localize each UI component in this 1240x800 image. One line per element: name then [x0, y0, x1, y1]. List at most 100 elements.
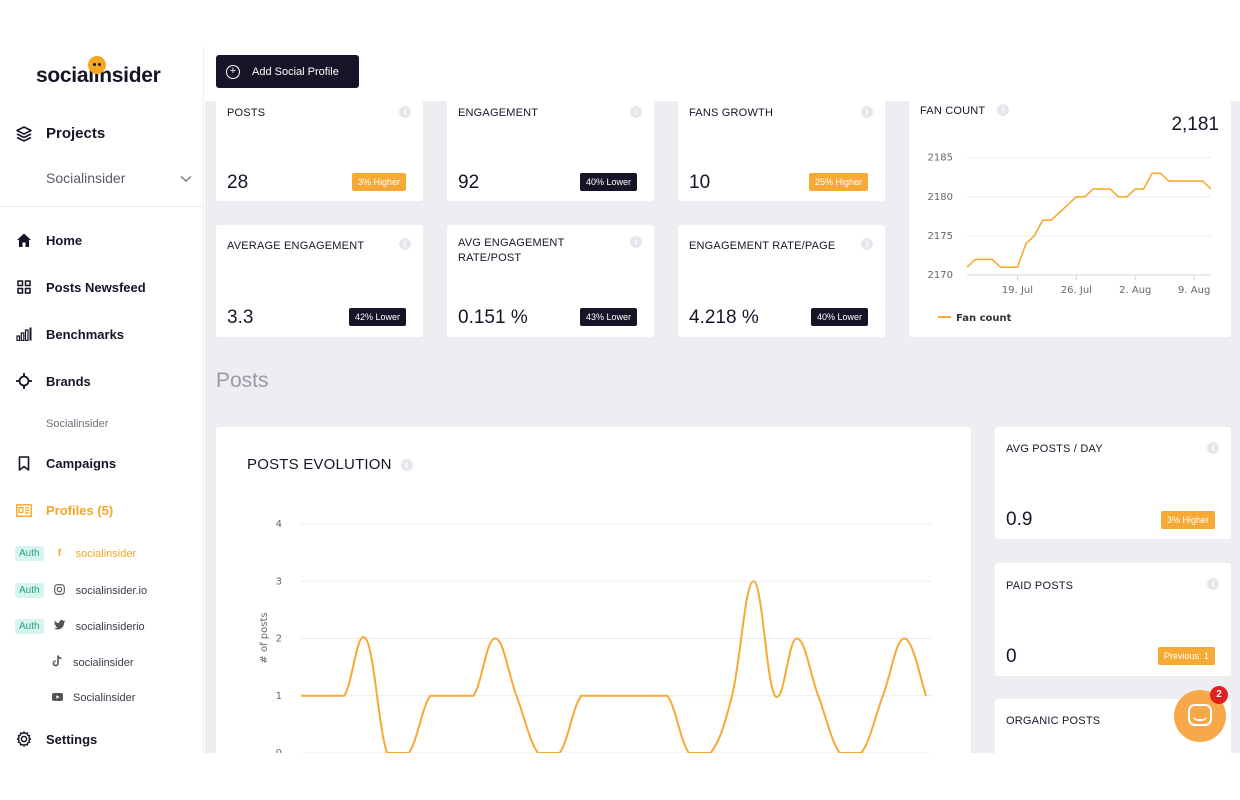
kpi-badge: 3% Higher — [1161, 511, 1216, 529]
sidebar-item-label: Brands — [46, 373, 91, 389]
info-icon[interactable]: i — [997, 104, 1009, 116]
posts-evolution-ylabel: # of posts — [259, 612, 270, 663]
profile-item-tiktok[interactable]: socialinsider — [51, 655, 134, 670]
x-tick-label: 2. Aug — [1119, 285, 1151, 296]
kpi-title: PAID POSTS — [1006, 580, 1074, 592]
instagram-icon — [54, 583, 66, 598]
sidebar-item-home[interactable]: Home — [16, 232, 82, 248]
info-icon[interactable]: i — [399, 238, 411, 250]
kpi-card-paid-posts: PAID POSTS i 0 Previous: 1 — [995, 563, 1231, 676]
y-tick-label: 2 — [276, 634, 282, 645]
info-icon[interactable]: i — [630, 106, 642, 118]
tiktok-icon — [51, 655, 63, 670]
sidebar-item-settings[interactable]: Settings — [16, 731, 97, 747]
posts-evolution-line — [301, 580, 927, 753]
kpi-card-posts: POSTS i 28 3% Higher — [216, 89, 423, 201]
kpi-badge: 40% Lower — [811, 308, 869, 326]
fan-count-title: FAN COUNT — [920, 105, 986, 117]
legend-fan-count[interactable]: Fan count — [956, 313, 1012, 324]
crosshair-icon — [16, 373, 32, 389]
info-icon[interactable]: i — [861, 106, 873, 118]
kpi-title: ENGAGEMENT RATE/PAGE — [689, 240, 836, 252]
plus-circle-icon: + — [226, 64, 240, 79]
sidebar-item-label: Home — [46, 232, 83, 248]
kpi-value: 0.151 % — [458, 307, 528, 328]
chevron-down-icon — [180, 170, 192, 186]
auth-badge: Auth — [15, 583, 44, 598]
sidebar-item-profiles[interactable]: Profiles (5) — [16, 502, 113, 518]
kpi-title: ORGANIC POSTS — [1006, 715, 1101, 727]
kpi-title: ENGAGEMENT — [458, 107, 539, 119]
info-icon[interactable]: i — [1207, 578, 1219, 590]
y-tick-label: 3 — [276, 576, 282, 587]
sidebar-item-posts-newsfeed[interactable]: Posts Newsfeed — [16, 279, 146, 295]
auth-badge: Auth — [15, 619, 44, 634]
profile-item-facebook[interactable]: Auth f socialinsider — [15, 546, 136, 561]
y-tick-label: 1 — [276, 691, 282, 702]
kpi-card-avg-engagement-rate-post: AVG ENGAGEMENT RATE/POST i 0.151 % 43% L… — [447, 225, 654, 337]
profile-item-instagram[interactable]: Auth socialinsider.io — [15, 583, 147, 598]
sidebar-brand-socialinsider[interactable]: Socialinsider — [46, 418, 109, 430]
bar-chart-icon — [16, 326, 32, 342]
info-icon[interactable]: i — [1207, 442, 1219, 454]
kpi-card-engagement: ENGAGEMENT i 92 40% Lower — [447, 89, 654, 201]
profile-name: socialinsider.io — [75, 584, 148, 597]
posts-evolution-title-row: POSTS EVOLUTION i — [247, 456, 413, 473]
kpi-badge: 25% Higher — [809, 173, 869, 191]
brand-name: socialinsider — [36, 64, 161, 87]
kpi-card-average-engagement: AVERAGE ENGAGEMENT i 3.3 42% Lower — [216, 225, 423, 337]
projects-link[interactable]: Projects — [16, 125, 105, 142]
profile-name: Socialinsider — [73, 692, 136, 704]
sidebar-item-label: Campaigns — [46, 455, 117, 471]
sidebar-divider — [0, 206, 204, 207]
kpi-card-fans-growth: FANS GROWTH i 10 25% Higher — [678, 89, 885, 201]
chat-launcher-button[interactable]: 2 — [1174, 686, 1228, 742]
sidebar-item-label: Profiles (5) — [46, 502, 114, 518]
x-tick-label: 9. Aug — [1178, 285, 1210, 296]
sidebar-item-label: Settings — [46, 731, 98, 747]
kpi-title: POSTS — [227, 107, 266, 119]
y-tick-label: 2185 — [928, 153, 953, 164]
profile-card-icon — [16, 502, 32, 518]
add-social-profile-label: Add Social Profile — [252, 65, 339, 78]
facebook-icon: f — [57, 548, 62, 559]
profile-item-twitter[interactable]: Auth socialinsiderio — [15, 619, 145, 634]
project-select-value: Socialinsider — [46, 170, 126, 186]
project-select[interactable]: Socialinsider — [46, 170, 192, 186]
kpi-badge: 40% Lower — [580, 173, 638, 191]
auth-badge: Auth — [15, 546, 44, 561]
sidebar-item-campaigns[interactable]: Campaigns — [16, 455, 116, 471]
logo-smile-icon — [88, 56, 106, 74]
posts-evolution-chart: 4 3 2 1 0 # of posts — [259, 519, 932, 753]
info-icon[interactable]: i — [630, 236, 642, 248]
kpi-value: 92 — [458, 172, 480, 193]
y-tick-label: 2180 — [928, 192, 953, 203]
profile-item-youtube[interactable]: Socialinsider — [51, 692, 135, 704]
posts-evolution-card: POSTS EVOLUTION i 4 3 2 1 0 # of posts — [216, 427, 971, 753]
gear-icon — [16, 731, 32, 747]
sidebar-item-benchmarks[interactable]: Benchmarks — [16, 326, 124, 342]
fan-count-card: FAN COUNT i 2,181 2185 2180 2175 2170 19. J… — [909, 89, 1231, 337]
x-tick-label: 19. Jul — [1002, 285, 1033, 296]
kpi-value: 10 — [689, 172, 711, 193]
fan-count-line — [966, 172, 1212, 268]
grid-icon — [16, 279, 32, 295]
add-social-profile-button[interactable]: + Add Social Profile — [216, 55, 359, 88]
y-tick-label: 4 — [276, 519, 282, 530]
kpi-value: 3.3 — [227, 307, 254, 328]
profile-name: socialinsiderio — [75, 620, 145, 633]
chat-unread-badge: 2 — [1210, 686, 1228, 704]
y-tick-label: 2175 — [928, 231, 953, 242]
fan-count-chart: 2185 2180 2175 2170 19. Jul 26. Jul 2. Aug 9. … — [928, 153, 1212, 324]
layers-icon — [16, 125, 32, 142]
sidebar: socialinsider Projects Socialinsider Hom… — [0, 46, 204, 753]
info-icon[interactable]: i — [861, 238, 873, 250]
brand-logo[interactable]: socialinsider — [36, 56, 161, 88]
x-tick-label: 26. Jul — [1061, 285, 1092, 296]
info-icon[interactable]: i — [400, 458, 413, 471]
posts-section-heading: Posts — [216, 369, 269, 392]
sidebar-item-brands[interactable]: Brands — [16, 373, 91, 389]
kpi-value: 0 — [1006, 646, 1017, 667]
info-icon[interactable]: i — [399, 106, 411, 118]
chat-icon-smile — [1193, 716, 1207, 721]
